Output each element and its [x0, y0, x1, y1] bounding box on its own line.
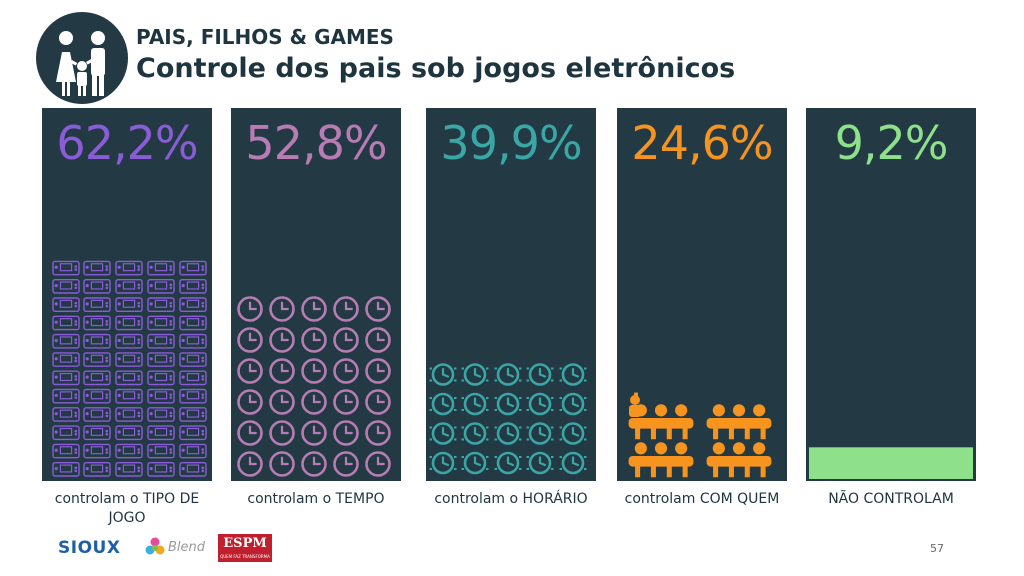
bar-solid-bar	[809, 447, 973, 479]
bar-panel: 62,2%	[42, 108, 212, 481]
bar-panel: 9,2%	[806, 108, 976, 481]
bar-handheld-console-icon	[52, 260, 207, 477]
page-number: 57	[930, 542, 944, 555]
category-label: controlam o TEMPO	[247, 491, 385, 507]
category-label: NÃO CONTROLAM	[828, 491, 954, 507]
family-logo-icon	[36, 12, 128, 104]
blend-logo-icon	[145, 537, 165, 555]
data-label: 39,9%	[440, 116, 582, 170]
data-label: 24,6%	[631, 116, 773, 170]
data-label: 52,8%	[245, 116, 387, 170]
bar-panel: 52,8%	[231, 108, 401, 481]
sioux-logo: SIOUX	[58, 538, 121, 558]
bar-panel: 24,6%	[617, 108, 787, 481]
data-label: 9,2%	[834, 116, 949, 170]
category-label: controlam COM QUEM	[624, 491, 780, 507]
bar-clock-icon	[237, 296, 391, 477]
data-label: 62,2%	[56, 116, 198, 170]
category-label: controlam o TIPO DE JOGO	[54, 491, 200, 526]
blend-logo-text: Blend	[168, 540, 206, 555]
page-title: PAIS, FILHOS & GAMES	[136, 25, 394, 49]
category-label: controlam o HORÁRIO	[434, 491, 588, 507]
bar-group-icon	[628, 392, 772, 478]
page-subtitle: Controle dos pais sob jogos eletrônicos	[136, 53, 736, 84]
espm-logo: ESPM QUEM FAZ TRANSFORMA	[218, 534, 272, 562]
bar-alarm-clock-icon	[429, 363, 587, 475]
bar-panel: 39,9%	[426, 108, 596, 481]
